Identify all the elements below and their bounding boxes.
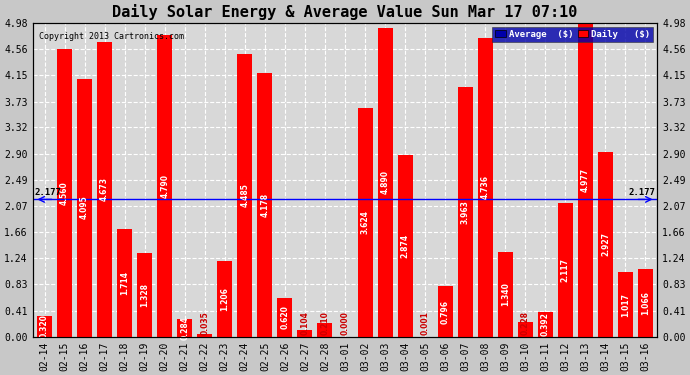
Text: 0.392: 0.392 [541,312,550,336]
Text: 0.320: 0.320 [40,315,49,339]
Bar [197,334,213,337]
Bar [257,73,273,337]
Bar [558,203,573,337]
Bar [297,330,313,337]
Bar [618,273,633,337]
Bar [137,253,152,337]
Bar [518,322,533,337]
Text: 0.284: 0.284 [180,316,189,340]
Text: 3.624: 3.624 [361,210,370,234]
Bar [57,49,72,337]
Text: 0.000: 0.000 [340,312,350,335]
Text: 1.328: 1.328 [140,283,149,307]
Text: 1.206: 1.206 [220,286,229,310]
Text: 4.095: 4.095 [80,196,89,219]
Bar [177,319,193,337]
Text: 0.796: 0.796 [441,300,450,324]
Bar [457,87,473,337]
Text: 0.210: 0.210 [320,312,329,335]
Text: 4.736: 4.736 [481,176,490,200]
Bar [497,252,513,337]
Text: 3.963: 3.963 [461,200,470,223]
Bar [117,229,132,337]
Bar [638,269,653,337]
Bar [77,78,92,337]
Text: 2.927: 2.927 [601,232,610,256]
Text: 2.177: 2.177 [34,188,61,197]
Text: 1.340: 1.340 [501,282,510,306]
Bar [357,108,373,337]
Bar [97,42,112,337]
Text: 0.228: 0.228 [521,311,530,335]
Bar [598,152,613,337]
Text: 4.790: 4.790 [160,174,169,198]
Bar [277,297,293,337]
Text: 4.178: 4.178 [260,193,269,217]
Text: 4.673: 4.673 [100,177,109,201]
Text: 1.017: 1.017 [621,292,630,316]
Text: 0.620: 0.620 [280,305,289,329]
Bar [217,261,233,337]
Bar [437,286,453,337]
Text: 2.177: 2.177 [629,188,656,197]
Text: 4.560: 4.560 [60,181,69,205]
Text: 4.485: 4.485 [240,183,249,207]
Text: 4.977: 4.977 [581,168,590,192]
Text: 4.890: 4.890 [381,171,390,195]
Text: 0.035: 0.035 [200,312,209,335]
Bar [538,312,553,337]
Bar [37,316,52,337]
Text: 0.001: 0.001 [421,312,430,335]
Bar [237,54,253,337]
Bar [397,156,413,337]
Title: Daily Solar Energy & Average Value Sun Mar 17 07:10: Daily Solar Energy & Average Value Sun M… [112,4,578,20]
Bar [317,323,333,337]
Bar [377,28,393,337]
Text: 2.874: 2.874 [401,234,410,258]
Text: 1.066: 1.066 [641,291,650,315]
Text: 0.104: 0.104 [300,312,309,335]
Text: 1.714: 1.714 [120,271,129,295]
Bar [157,35,172,337]
Text: Copyright 2013 Cartronics.com: Copyright 2013 Cartronics.com [39,32,184,41]
Bar [578,23,593,337]
Text: 2.117: 2.117 [561,258,570,282]
Legend: Average  ($), Daily   ($): Average ($), Daily ($) [493,27,653,42]
Bar [477,38,493,337]
